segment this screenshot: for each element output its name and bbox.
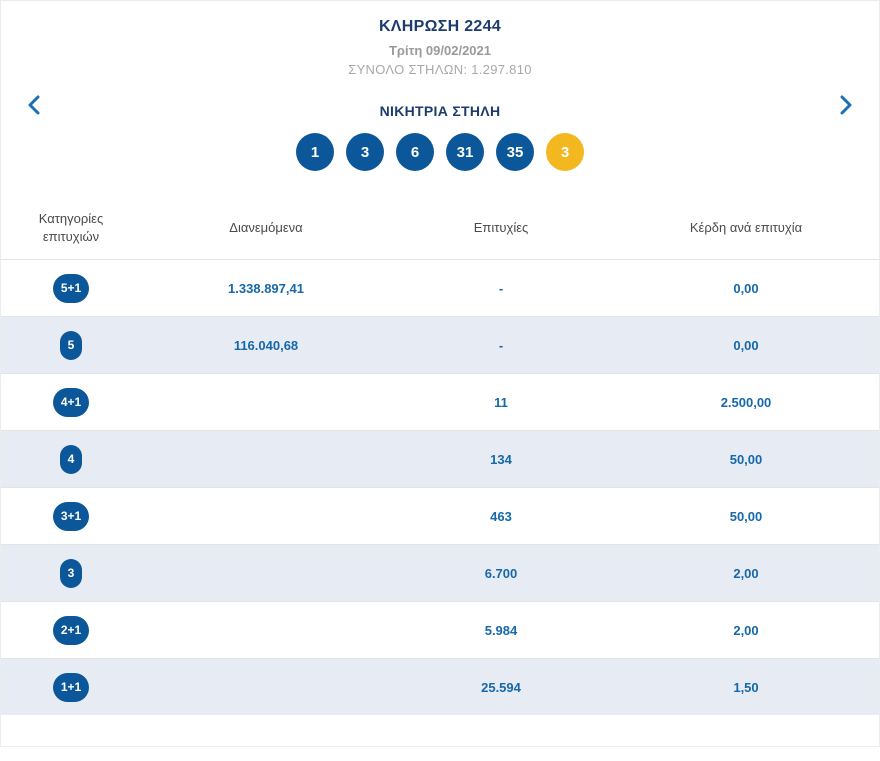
prize-value: 2,00 [733, 565, 759, 581]
winning-number-ball: 1 [296, 133, 334, 171]
wins-value: 6.700 [484, 565, 518, 581]
next-draw-button[interactable] [831, 91, 861, 121]
table-row: 4 134 50,00 [1, 430, 879, 487]
category-badge: 1+1 [52, 672, 90, 702]
table-row: 3 6.700 2,00 [1, 544, 879, 601]
category-badge: 3 [59, 558, 83, 588]
table-row: 5 116.040,68 - 0,00 [1, 316, 879, 373]
prize-value: 2,00 [733, 622, 759, 638]
header-distributed: Διανεμόμενα [229, 220, 303, 236]
winning-number-ball: 31 [446, 133, 484, 171]
table-row: 5+1 1.338.897,41 - 0,00 [1, 259, 879, 316]
joker-number-ball: 3 [546, 133, 584, 171]
wins-value: 134 [490, 451, 512, 467]
prize-value: 1,50 [733, 679, 759, 695]
winning-numbers: 1 3 6 31 35 3 [1, 133, 879, 171]
table-row: 4+1 11 2.500,00 [1, 373, 879, 430]
winning-number-ball: 3 [346, 133, 384, 171]
prize-value: 0,00 [733, 337, 759, 353]
winning-number-ball: 6 [396, 133, 434, 171]
table-header-row: Κατηγορίες επιτυχιών Διανεμόμενα Επιτυχί… [1, 197, 879, 259]
distributed-value: 116.040,68 [233, 337, 299, 353]
table-row: 3+1 463 50,00 [1, 487, 879, 544]
prize-value: 2.500,00 [720, 394, 772, 410]
draw-date: Τρίτη 09/02/2021 [388, 43, 491, 58]
prev-draw-button[interactable] [19, 91, 49, 121]
prize-value: 50,00 [729, 508, 763, 524]
total-columns: ΣΥΝΟΛΟ ΣΤΗΛΩΝ: 1.297.810 [348, 62, 532, 77]
wins-value: - [498, 280, 504, 296]
draw-title: ΚΛΗΡΩΣΗ 2244 [378, 18, 502, 35]
prize-value: 50,00 [729, 451, 763, 467]
category-badge: 4 [59, 444, 83, 474]
winning-number-ball: 35 [496, 133, 534, 171]
results-table: Κατηγορίες επιτυχιών Διανεμόμενα Επιτυχί… [1, 197, 879, 715]
draw-header: ΚΛΗΡΩΣΗ 2244 Τρίτη 09/02/2021 ΣΥΝΟΛΟ ΣΤΗ… [1, 1, 879, 77]
table-row: 2+1 5.984 2,00 [1, 601, 879, 658]
table-row: 1+1 25.594 1,50 [1, 658, 879, 715]
wins-value: 25.594 [481, 679, 521, 695]
chevron-right-icon [839, 95, 853, 118]
category-badge: 3+1 [52, 501, 90, 531]
winning-column-label: ΝΙΚΗΤΡΙΑ ΣΤΗΛΗ [379, 103, 501, 119]
prize-value: 0,00 [733, 280, 759, 296]
wins-value: - [498, 337, 504, 353]
chevron-left-icon [27, 95, 41, 118]
wins-value: 11 [494, 394, 508, 410]
category-badge: 4+1 [52, 387, 90, 417]
header-wins: Επιτυχίες [473, 220, 529, 236]
header-prize-per-win: Κέρδη ανά επιτυχία [689, 220, 803, 236]
header-categories: Κατηγορίες επιτυχιών [38, 211, 104, 244]
distributed-value: 1.338.897,41 [228, 280, 304, 296]
category-badge: 2+1 [52, 615, 90, 645]
category-badge: 5 [59, 330, 83, 360]
wins-value: 463 [490, 508, 512, 524]
wins-value: 5.984 [484, 622, 518, 638]
category-badge: 5+1 [52, 273, 90, 303]
